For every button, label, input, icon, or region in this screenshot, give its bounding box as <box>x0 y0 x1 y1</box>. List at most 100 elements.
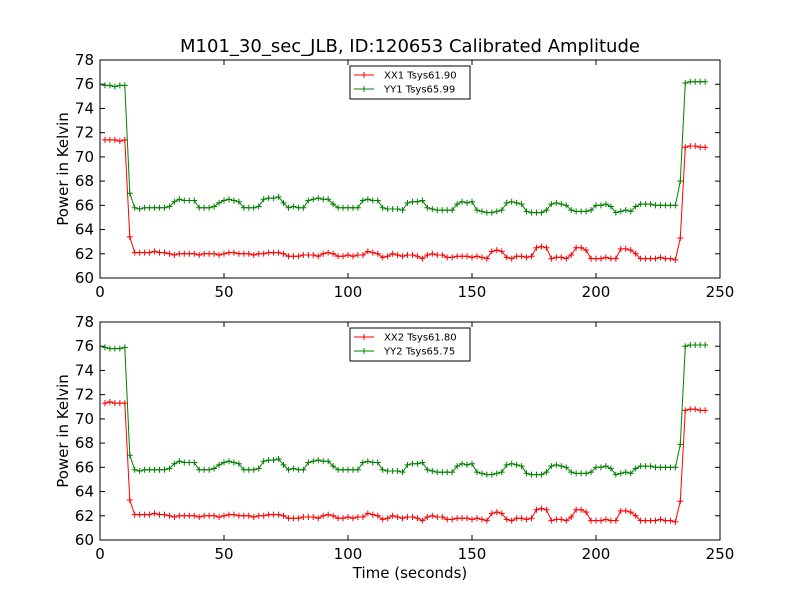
data-point-marker <box>538 243 545 250</box>
data-point-marker <box>384 253 391 260</box>
data-point-marker <box>399 253 406 260</box>
data-point-marker <box>379 466 386 473</box>
data-point-marker <box>211 250 218 257</box>
data-point-marker <box>583 509 590 516</box>
data-point-marker <box>523 470 530 477</box>
x-tick-label: 200 <box>582 283 611 301</box>
data-point-marker <box>364 458 371 465</box>
data-point-marker <box>260 196 267 203</box>
data-point-marker <box>379 516 386 523</box>
data-point-marker <box>503 199 510 206</box>
data-point-marker <box>245 250 252 257</box>
data-point-marker <box>211 465 218 472</box>
data-point-marker <box>216 199 223 206</box>
data-point-marker <box>523 516 530 523</box>
data-point-marker <box>473 207 480 214</box>
data-point-marker <box>270 195 277 202</box>
top-series-lines <box>101 78 709 263</box>
data-point-marker <box>399 469 406 476</box>
data-point-marker <box>270 457 277 464</box>
data-point-marker <box>280 461 287 468</box>
data-point-marker <box>359 459 366 466</box>
data-point-marker <box>191 459 198 466</box>
data-point-marker <box>310 458 317 465</box>
data-point-marker <box>493 208 500 215</box>
data-point-marker <box>305 459 312 466</box>
data-point-marker <box>364 196 371 203</box>
y-tick-label: 68 <box>75 172 94 190</box>
data-point-marker <box>607 465 614 472</box>
data-point-marker <box>493 470 500 477</box>
x-tick-label: 250 <box>706 545 735 563</box>
data-point-marker <box>310 251 317 258</box>
y-tick-label: 60 <box>75 269 94 287</box>
data-point-marker <box>290 465 297 472</box>
data-point-marker <box>216 513 223 520</box>
data-point-marker <box>523 208 530 215</box>
data-point-marker <box>583 470 590 477</box>
y-tick-label: 70 <box>75 410 94 428</box>
data-point-marker <box>632 465 639 472</box>
data-point-marker <box>563 202 570 209</box>
data-point-marker <box>632 250 639 257</box>
data-point-marker <box>166 465 173 472</box>
data-point-marker <box>171 198 178 205</box>
data-point-marker <box>647 463 654 470</box>
data-point-marker <box>285 204 292 211</box>
data-point-marker <box>409 251 416 258</box>
data-point-marker <box>652 255 659 262</box>
data-point-marker <box>612 255 619 262</box>
y-tick-label: 64 <box>75 483 94 501</box>
data-point-marker <box>553 461 560 468</box>
data-point-marker <box>399 515 406 522</box>
data-point-marker <box>121 400 128 407</box>
data-point-marker <box>588 469 595 476</box>
y-tick-label: 64 <box>75 221 94 239</box>
data-point-marker <box>459 198 466 205</box>
bottom-y-axis-label: Power in Kelvin <box>54 374 72 488</box>
data-point-marker <box>116 345 123 352</box>
data-point-marker <box>345 251 351 258</box>
legend-entry-label: YY1 Tsys65.99 <box>383 85 455 96</box>
data-point-marker <box>702 78 709 85</box>
legend-entry-label: XX1 Tsys61.90 <box>384 71 457 82</box>
data-point-marker <box>702 144 709 151</box>
data-point-marker <box>320 512 327 519</box>
data-point-marker <box>419 255 426 262</box>
x-tick-label: 100 <box>334 545 363 563</box>
data-point-marker <box>563 255 570 262</box>
data-point-marker <box>588 207 595 214</box>
data-point-marker <box>543 207 550 214</box>
data-point-marker <box>692 406 699 413</box>
data-point-marker <box>597 517 604 524</box>
data-point-marker <box>548 255 555 262</box>
data-point-marker <box>394 513 401 520</box>
data-point-marker <box>221 512 227 519</box>
data-point-marker <box>597 255 604 262</box>
data-point-marker <box>439 251 446 258</box>
data-point-marker <box>340 253 347 260</box>
data-point-marker <box>632 512 639 519</box>
data-point-marker <box>558 463 565 470</box>
data-point-marker <box>583 247 590 254</box>
data-point-marker <box>394 251 401 258</box>
data-point-marker <box>151 248 158 255</box>
data-point-marker <box>111 83 118 90</box>
data-point-marker <box>354 466 361 473</box>
data-point-marker <box>449 469 456 476</box>
data-point-marker <box>622 207 629 214</box>
data-point-marker <box>399 207 406 214</box>
data-point-marker <box>374 250 381 257</box>
data-point-marker <box>602 463 609 470</box>
data-point-marker <box>161 204 168 211</box>
data-point-marker <box>280 512 287 519</box>
data-point-marker <box>677 441 684 448</box>
data-point-marker <box>513 461 520 468</box>
data-point-marker <box>548 517 555 524</box>
data-point-marker <box>602 201 609 208</box>
data-point-marker <box>429 250 436 257</box>
data-point-marker <box>230 197 237 204</box>
data-point-marker <box>250 513 257 520</box>
y-tick-label: 76 <box>75 75 94 93</box>
data-point-marker <box>602 254 609 261</box>
